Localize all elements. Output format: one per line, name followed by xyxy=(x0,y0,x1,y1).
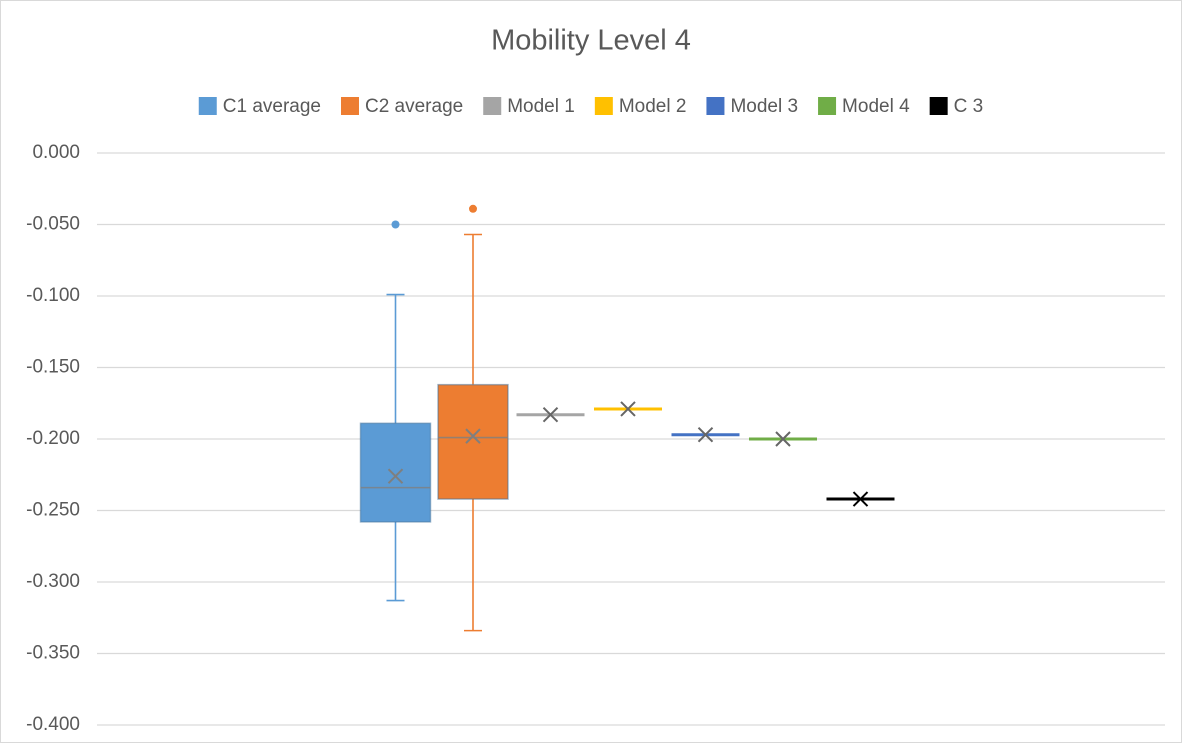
legend-label: C1 average xyxy=(223,96,321,117)
y-tick-label: -0.250 xyxy=(26,500,80,521)
box xyxy=(359,422,432,523)
legend-swatch xyxy=(483,97,502,115)
mean-marker xyxy=(542,406,559,423)
box xyxy=(437,383,509,500)
chart-title: Mobility Level 4 xyxy=(491,25,691,57)
y-tick-label: -0.400 xyxy=(26,714,80,735)
legend-swatch xyxy=(818,97,837,115)
mean-marker xyxy=(465,428,481,444)
legend-label: C2 average xyxy=(365,96,463,117)
legend-swatch xyxy=(340,97,359,115)
y-tick-label: -0.200 xyxy=(26,428,80,449)
mean-marker xyxy=(852,491,869,507)
y-tick-label: -0.050 xyxy=(26,214,80,235)
legend-swatch xyxy=(929,97,948,115)
legend-label: C 3 xyxy=(954,96,984,117)
legend-label: Model 3 xyxy=(730,96,798,117)
y-tick-label: -0.150 xyxy=(26,357,80,378)
y-tick-label: 0.000 xyxy=(32,142,80,163)
y-tick-label: -0.100 xyxy=(26,285,80,306)
legend-swatch xyxy=(706,97,725,115)
legend-swatch xyxy=(594,97,613,115)
mean-marker xyxy=(387,468,404,484)
mean-marker xyxy=(697,427,714,443)
mean-marker xyxy=(775,431,791,447)
y-tick-label: -0.300 xyxy=(26,571,80,592)
legend-label: Model 2 xyxy=(619,96,687,117)
legend-label: Model 1 xyxy=(507,96,575,117)
y-tick-label: -0.350 xyxy=(26,643,80,664)
outlier xyxy=(469,204,477,213)
legend-swatch xyxy=(198,97,217,115)
outlier xyxy=(391,220,400,229)
legend-label: Model 4 xyxy=(842,96,910,117)
mean-marker xyxy=(620,401,636,417)
